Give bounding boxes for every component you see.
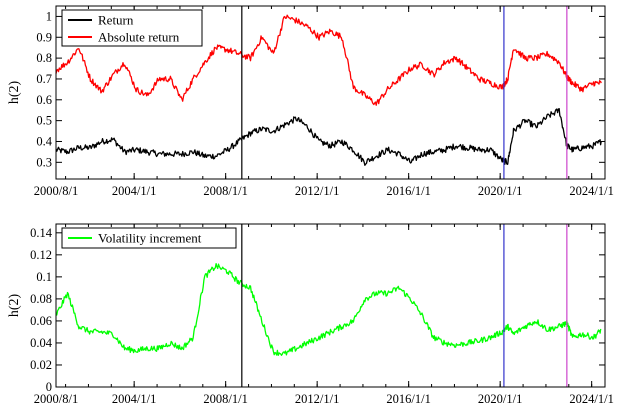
- x-tick-label: 2004/1/1: [112, 184, 156, 198]
- x-tick-label: 2000/8/1: [34, 184, 78, 198]
- series-line-volatility-increment: [55, 263, 602, 357]
- x-tick-label: 2024/1/1: [569, 392, 613, 406]
- x-tick-label: 2012/1/1: [295, 392, 339, 406]
- y-tick-label: 0.02: [30, 358, 52, 372]
- bottom-legend-box: [61, 227, 237, 249]
- y-tick-label: 0.7: [36, 72, 52, 86]
- y-tick-label: 0.6: [36, 93, 52, 107]
- x-tick-label: 2020/1/1: [478, 184, 522, 198]
- y-tick-label: 0.5: [36, 114, 52, 128]
- y-tick-label: 0.3: [36, 155, 52, 169]
- series-line-return: [55, 108, 602, 166]
- y-tick-label: 0.14: [30, 226, 53, 240]
- top-axis-ticks: 2000/8/1 2004/1/1 2008/1/1 2012/1/1 2016/1/1…: [34, 6, 614, 198]
- bottom-plot-frame: [55, 223, 606, 388]
- series-line-absolute-return: [55, 14, 602, 106]
- x-tick-label: 2008/1/1: [203, 184, 247, 198]
- legend-label-return: Return: [98, 13, 134, 28]
- y-tick-label: 0.4: [36, 134, 52, 148]
- y-tick-label: 0.08: [30, 292, 52, 306]
- top-series-layer: [55, 14, 602, 166]
- x-tick-label: 2000/8/1: [34, 392, 78, 406]
- bottom-axis-ticks: 2000/8/1 2004/1/1 2008/1/1 2012/1/1 2016/1/1…: [30, 224, 614, 406]
- top-plot-frame: [55, 5, 606, 180]
- top-legend-box: [61, 9, 203, 47]
- y-tick-label: 0.04: [30, 336, 53, 350]
- y-tick-label: 0: [46, 380, 52, 394]
- bottom-series-layer: [55, 263, 602, 357]
- bottom-panel: 2000/8/1 2004/1/1 2008/1/1 2012/1/1 2016/1/1…: [7, 223, 614, 406]
- y-tick-label: 0.9: [36, 30, 52, 44]
- bottom-legend: Volatility increment: [61, 227, 237, 249]
- top-legend: Return Absolute return: [61, 9, 203, 47]
- x-tick-label: 2020/1/1: [478, 392, 522, 406]
- x-tick-label: 2008/1/1: [203, 392, 247, 406]
- y-tick-label: 0.8: [36, 51, 52, 65]
- bottom-vertical-lines: [241, 224, 568, 387]
- legend-label-volatility-increment: Volatility increment: [98, 231, 202, 246]
- top-panel: 2000/8/1 2004/1/1 2008/1/1 2012/1/1 2016/1/1…: [7, 5, 614, 198]
- bottom-y-axis-label: h(2): [7, 294, 22, 318]
- legend-label-absolute-return: Absolute return: [98, 30, 180, 45]
- x-tick-label: 2004/1/1: [112, 392, 156, 406]
- top-vertical-lines: [241, 6, 568, 179]
- y-tick-label: 0.12: [30, 248, 52, 262]
- y-tick-label: 1: [46, 9, 52, 23]
- x-tick-label: 2016/1/1: [386, 184, 430, 198]
- top-y-axis-label: h(2): [7, 81, 22, 105]
- y-tick-label: 0.1: [36, 270, 52, 284]
- x-tick-label: 2012/1/1: [295, 184, 339, 198]
- x-tick-label: 2024/1/1: [569, 184, 613, 198]
- x-tick-label: 2016/1/1: [386, 392, 430, 406]
- y-tick-label: 0.06: [30, 314, 52, 328]
